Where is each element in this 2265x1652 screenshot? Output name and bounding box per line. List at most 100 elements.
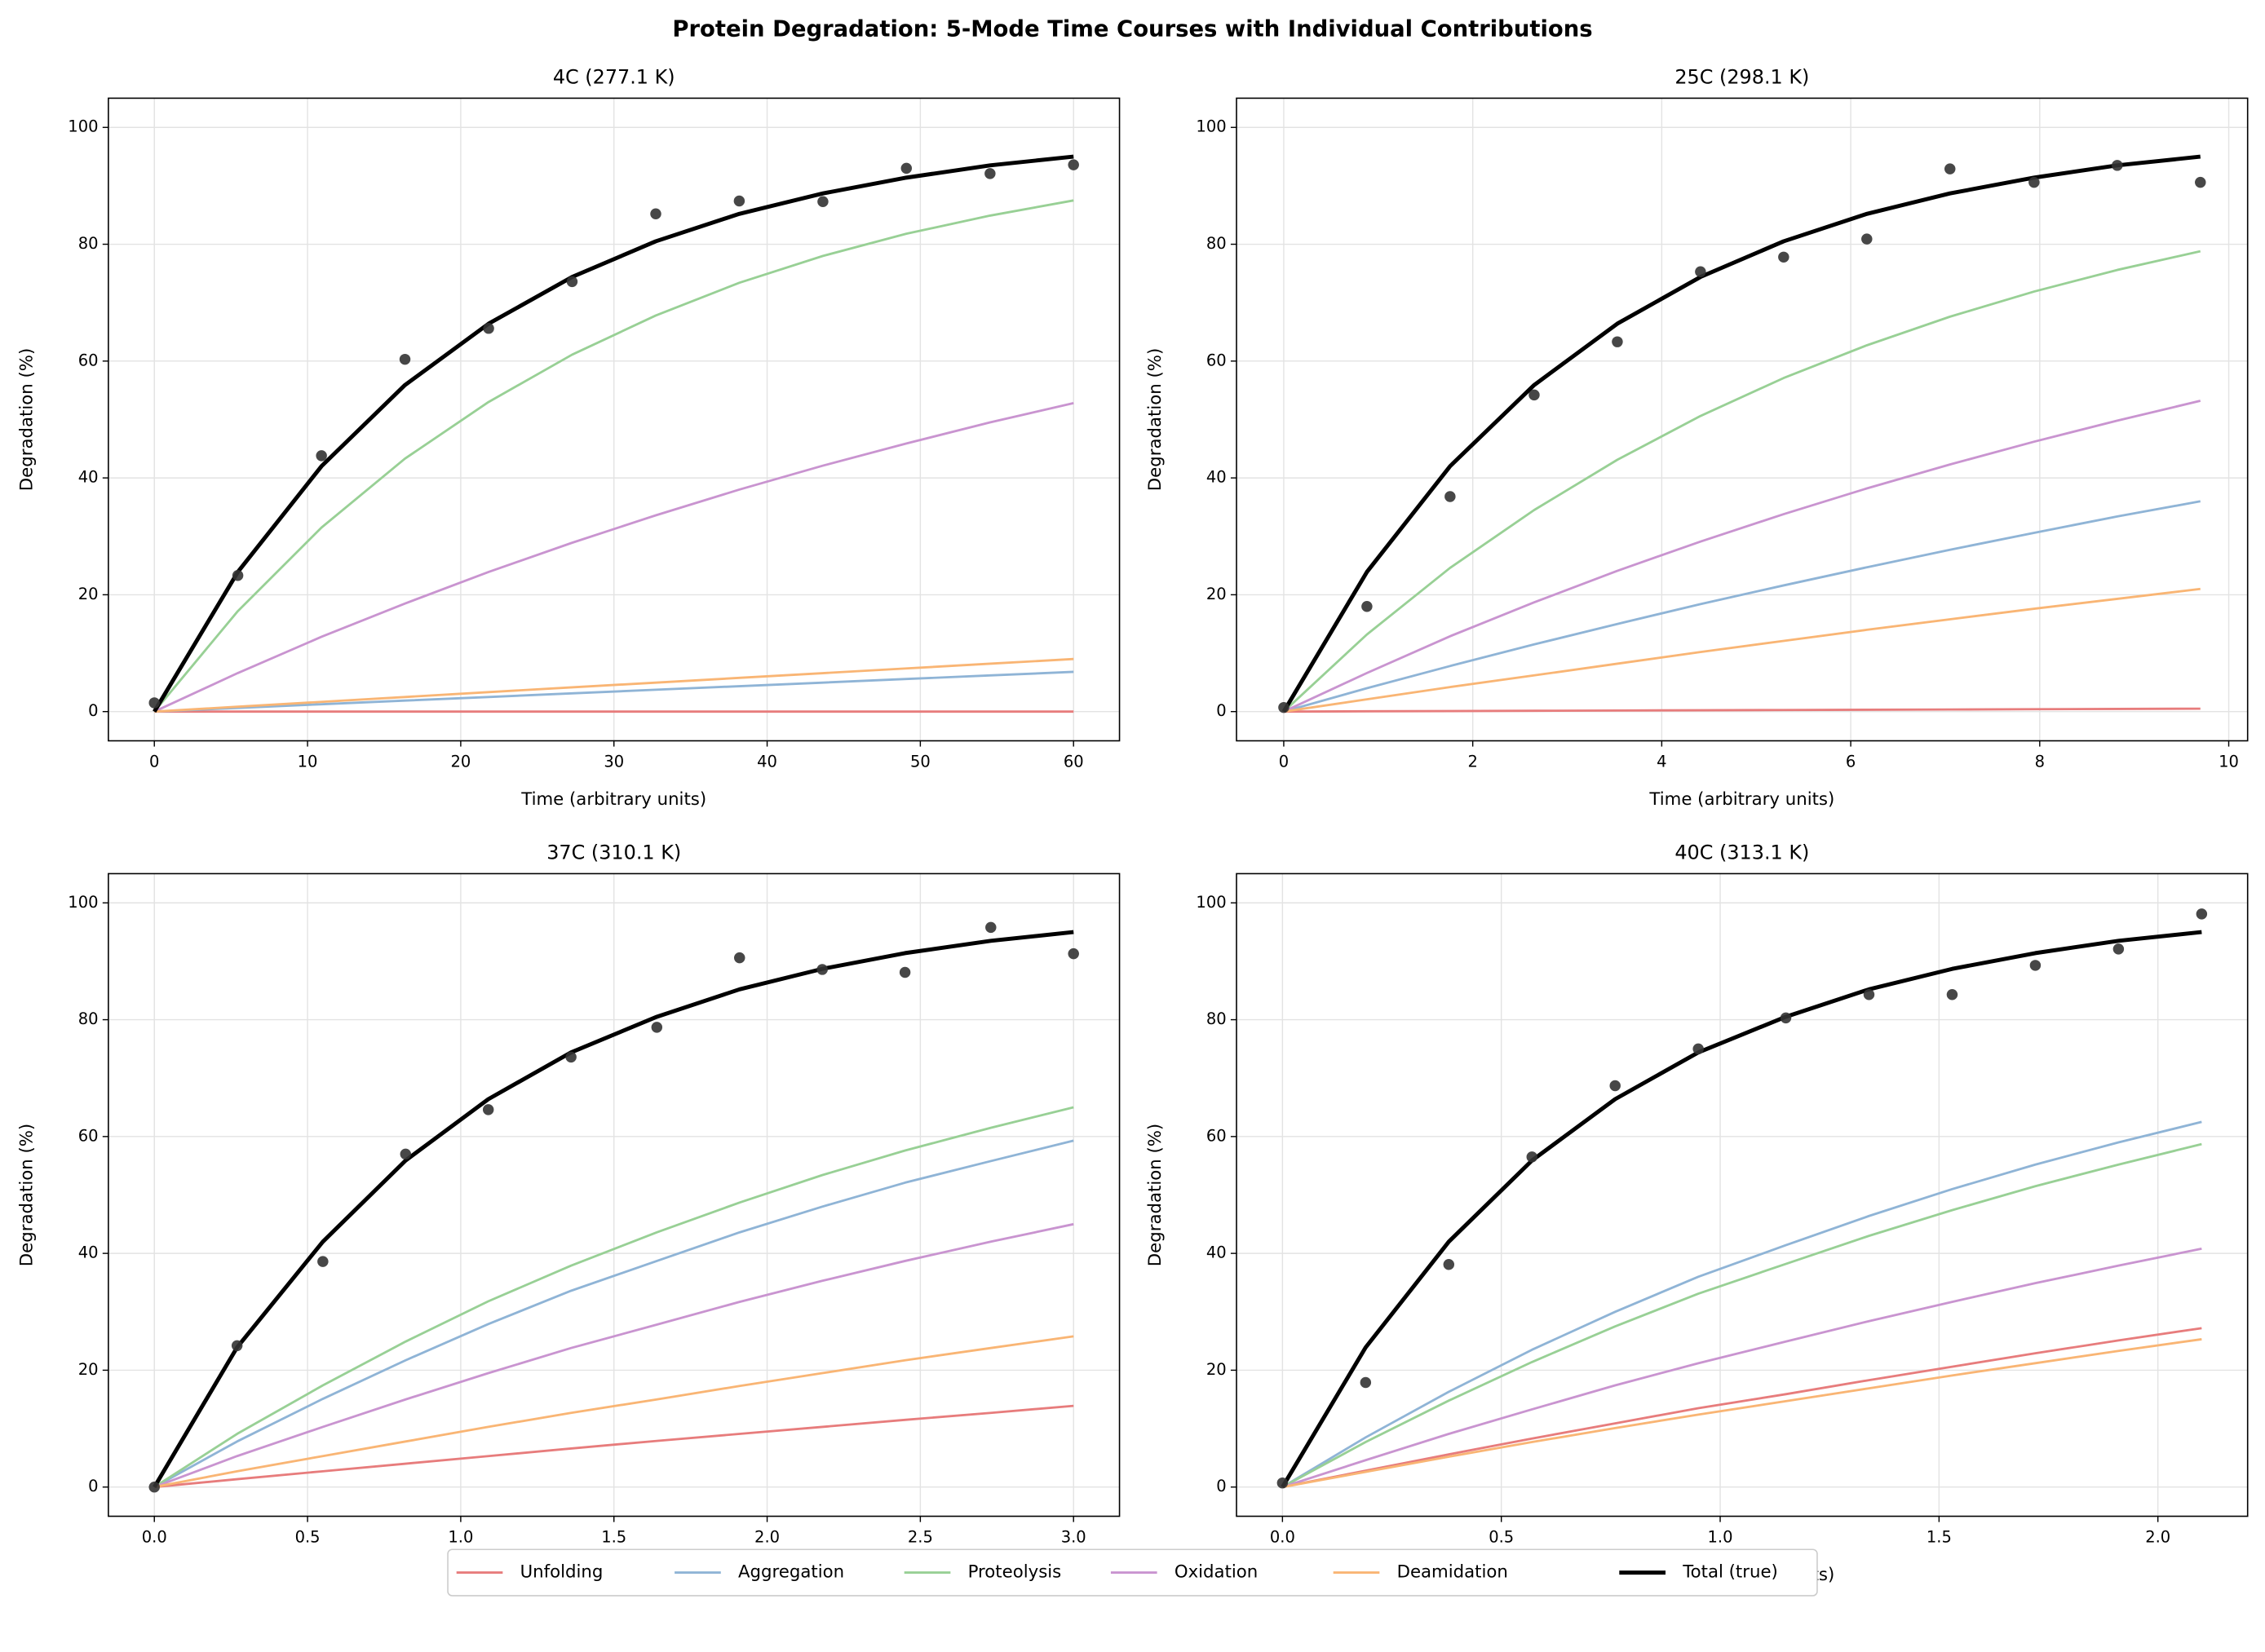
observed-point xyxy=(1861,233,1873,245)
y-tick-label: 60 xyxy=(78,1126,99,1145)
subplot: 0 20 40 60 80 100 0 2 4 6 8 10 25C (298.1 K) Time (ar… xyxy=(1145,66,2249,810)
observed-point xyxy=(231,1340,243,1352)
y-tick-label: 20 xyxy=(78,1360,99,1379)
legend-label: Oxidation xyxy=(1175,1562,1258,1583)
series-line xyxy=(153,1106,1074,1488)
observed-point xyxy=(1778,251,1789,263)
series-line xyxy=(154,1404,1074,1489)
series-line xyxy=(153,402,1074,713)
y-tick-label: 0 xyxy=(88,1477,98,1495)
series-line xyxy=(153,1222,1074,1489)
observed-point xyxy=(1361,601,1373,612)
observed-point xyxy=(1692,1043,1704,1055)
series-line xyxy=(1283,707,2201,713)
series-line xyxy=(1281,1248,2202,1489)
legend-label: Proteolysis xyxy=(968,1562,1062,1583)
observed-point xyxy=(1695,266,1706,277)
x-tick-label: 10 xyxy=(2219,753,2239,771)
axes-frame xyxy=(1236,97,2249,742)
observed-point xyxy=(650,208,661,220)
observed-point xyxy=(1612,336,1623,347)
observed-point xyxy=(985,921,997,934)
x-tick-label: 60 xyxy=(1064,753,1084,771)
legend-label: Deamidation xyxy=(1397,1562,1508,1583)
observed-point xyxy=(1360,1376,1372,1389)
legend-label: Unfolding xyxy=(520,1562,604,1583)
observed-point xyxy=(2029,960,2042,971)
observed-point xyxy=(1526,1151,1537,1163)
y-axis-label: Degradation (%) xyxy=(17,1124,38,1266)
subplot: 0 20 40 60 80 100 0 10 20 30 40 50 60 4C (277.1 K) Tim… xyxy=(17,66,1121,810)
observed-point xyxy=(148,697,160,709)
observed-point xyxy=(734,952,745,964)
series-line xyxy=(154,657,1074,713)
observed-point xyxy=(1068,159,1079,170)
y-tick-label: 80 xyxy=(78,1009,99,1028)
observed-point xyxy=(899,966,911,978)
x-tick-label: 1.0 xyxy=(448,1528,473,1547)
subplot-title: 25C (298.1 K) xyxy=(1674,66,1809,89)
x-axis-label: Time (arbitrary units) xyxy=(1648,789,1834,810)
subplot-title: 37C (310.1 K) xyxy=(546,841,681,864)
observed-point xyxy=(2112,160,2123,171)
x-tick-label: 50 xyxy=(910,753,931,771)
series-line xyxy=(1281,1142,2202,1488)
x-tick-label: 8 xyxy=(2035,753,2045,771)
x-tick-label: 1.5 xyxy=(601,1528,626,1547)
observed-point xyxy=(2112,943,2125,955)
observed-point xyxy=(483,322,494,334)
series-line xyxy=(1281,1120,2202,1488)
x-tick-label: 0 xyxy=(1279,753,1289,771)
observed-point xyxy=(148,1481,160,1493)
legend-label: Total (true) xyxy=(1682,1562,1778,1583)
y-tick-label: 0 xyxy=(1216,1477,1226,1495)
observed-point xyxy=(1946,989,1958,1000)
series-line xyxy=(1282,250,2201,713)
x-axis-label: Time (arbitrary units) xyxy=(520,789,706,810)
y-tick-label: 20 xyxy=(1206,585,1227,603)
series-line xyxy=(1283,500,2201,713)
series-line xyxy=(1282,1338,2202,1489)
x-tick-label: 0 xyxy=(149,753,159,771)
subplot: 0 20 40 60 80 100 0.0 0.5 1.0 1.5 2.0 40C (313.1 K)… xyxy=(1145,841,2249,1585)
observed-point xyxy=(984,168,996,179)
x-tick-label: 0.0 xyxy=(142,1528,167,1547)
series-line xyxy=(153,1139,1074,1488)
figure-title: Protein Degradation: 5-Mode Time Courses… xyxy=(672,17,1592,42)
y-axis-label: Degradation (%) xyxy=(1145,348,1166,491)
observed-point xyxy=(2196,908,2208,920)
series-line xyxy=(153,199,1074,713)
x-tick-label: 1.5 xyxy=(1927,1528,1952,1547)
observed-point xyxy=(399,353,411,365)
y-tick-label: 0 xyxy=(88,701,98,720)
axes-frame xyxy=(1236,872,2249,1517)
subplot-title: 40C (313.1 K) xyxy=(1674,841,1809,864)
series-line xyxy=(153,930,1074,1488)
y-tick-label: 0 xyxy=(1216,701,1226,720)
x-tick-label: 20 xyxy=(450,753,471,771)
x-tick-label: 0.0 xyxy=(1270,1528,1295,1547)
series-line xyxy=(153,154,1074,713)
y-tick-label: 20 xyxy=(78,585,99,603)
subplot-title: 4C (277.1 K) xyxy=(553,66,675,89)
x-tick-label: 3.0 xyxy=(1061,1528,1086,1547)
legend: Unfolding Aggregation Proteolysis Oxidation… xyxy=(447,1548,1818,1597)
observed-point xyxy=(316,450,327,462)
observed-point xyxy=(1278,701,1290,713)
x-tick-label: 2.0 xyxy=(2145,1528,2170,1547)
series-line xyxy=(1283,587,2201,713)
axes-frame xyxy=(108,97,1121,742)
observed-point xyxy=(566,276,578,288)
observed-point xyxy=(816,964,828,975)
y-tick-label: 80 xyxy=(78,234,99,253)
x-tick-label: 4 xyxy=(1657,753,1666,771)
y-tick-label: 100 xyxy=(68,893,98,912)
y-tick-label: 80 xyxy=(1206,1009,1227,1028)
observed-point xyxy=(1276,1477,1289,1489)
legend-label: Aggregation xyxy=(738,1562,844,1583)
x-tick-label: 6 xyxy=(1846,753,1856,771)
y-tick-label: 40 xyxy=(78,1243,99,1262)
series-line xyxy=(1283,400,2201,713)
